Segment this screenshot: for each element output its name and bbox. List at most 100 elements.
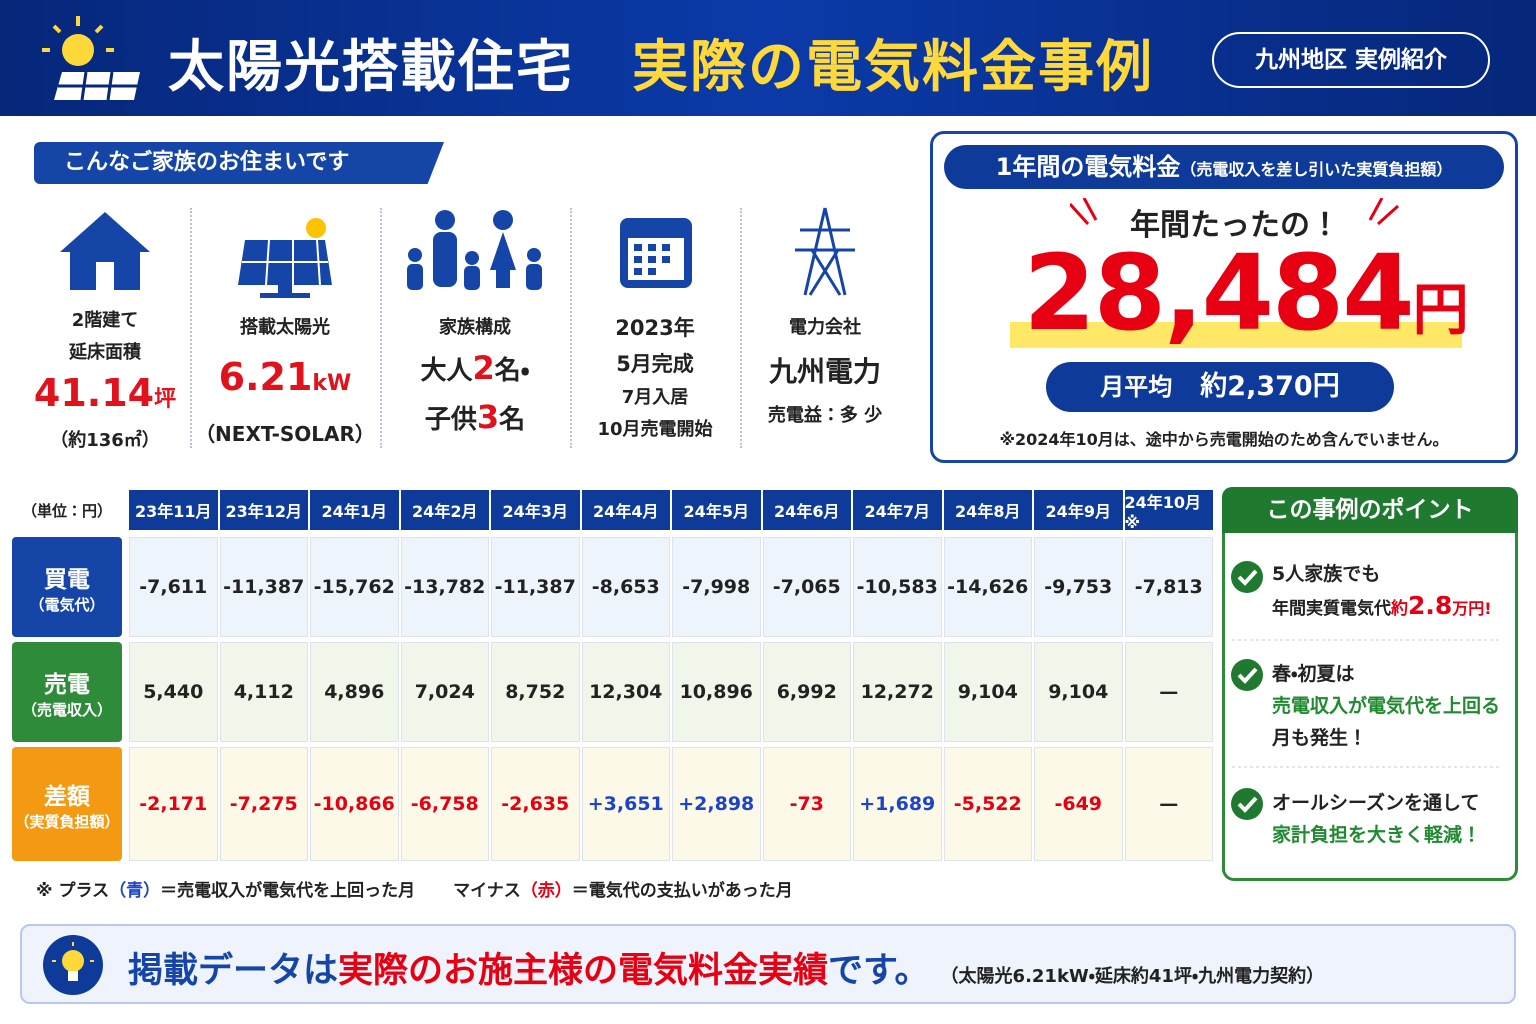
table-cell: -9,753 [1034,537,1123,637]
point-line: 年間実質電気代 [1272,599,1391,619]
table-cell: +2,898 [672,747,761,861]
annual-box [930,131,1518,463]
point-unit: 万円! [1452,599,1492,618]
column-header: 23年12月 [219,490,308,530]
table-cell: +1,689 [853,747,942,861]
row-label: 差額 [44,783,90,810]
adults: 2 [472,349,495,387]
annual-note: ※2024年10月は、途中から売電開始のため含んでいません。 [999,430,1449,449]
table-cell: 6,992 [762,642,851,742]
family-item: 電力会社 九州電力 売電益：多 少 [735,312,915,432]
table-cell: 12,272 [853,642,942,742]
table-cell: -10,583 [853,537,942,637]
family-item: 搭載太陽光 6.21kW （NEXT-SOLAR） [195,312,375,450]
column-header: 24年3月 [491,490,580,530]
table-cell: -13,782 [400,537,489,637]
table-cell: -649 [1034,747,1123,861]
column-header: 24年6月 [762,490,851,530]
item-label: 10月売電開始 [597,419,713,440]
table-cell: -7,813 [1124,537,1213,637]
column-header: 24年9月 [1034,490,1123,530]
row-label: 買電 [44,566,90,593]
catch-marks [1070,198,1400,226]
divider [380,208,382,448]
banner-part: 実際のお施主様の電気料金実績 [338,951,829,991]
table-cell: +3,651 [581,747,670,861]
legend: ※ プラス（青）＝売電収入が電気代を上回った月 マイナス（赤）＝電気代の支払いがあ… [36,876,793,901]
point: 5人家族でも 年間実質電気代約2.8万円! [1272,558,1492,625]
table-cell: -7,611 [129,537,218,637]
divider [570,208,572,448]
table-cell: 5,440 [129,642,218,742]
legend-text: ＝電気代の支払いがあった月 [571,881,793,901]
point-line: 家計負担を大きく軽減！ [1272,824,1482,846]
row-sublabel: （売電収入） [21,700,112,719]
family-icons [60,207,855,298]
unit-label: （単位：円） [21,501,112,520]
table-cell: -7,065 [762,537,851,637]
row-label: 差額 （実質負担額） [12,747,122,861]
row-sublabel: （実質負担額） [14,812,120,831]
column-header: 24年4月 [581,490,670,530]
table-cell: 10,896 [672,642,761,742]
monthly-value: 約2,370円 [1200,371,1340,402]
column-header: 24年1月 [310,490,399,530]
family-heading: こんなご家族のお住まいです [34,142,444,184]
point: 春・初夏は 売電収入が電気代を上回る 月も発生！ [1272,658,1500,754]
monthly-label: 月平均 [1100,373,1173,401]
item-label: 2階建て [71,310,139,331]
table-cell: 12,304 [581,642,670,742]
item-label: 2023年 [615,316,695,340]
item-label: 7月入居 [621,387,689,408]
column-header: 24年8月 [943,490,1032,530]
item-note: 売電益：多 少 [767,405,883,426]
table-cell: 4,112 [219,642,308,742]
item-note: （約136㎡） [50,430,160,451]
table-cell: -10,866 [310,747,399,861]
banner-note: （太陽光6.21kW・延床約41坪・九州電力契約） [949,966,1325,987]
adults-label: 大人 [420,356,473,386]
children-unit: 名 [499,405,526,435]
point-line: 5人家族でも [1272,563,1381,585]
title: 太陽光搭載住宅 [168,35,574,100]
legend-plus: （青） [109,881,161,901]
point-line: 春・初夏は [1272,663,1355,685]
legend-minus: （赤） [520,881,572,901]
item-value: 6.21 [218,355,313,399]
table-cell: 8,752 [491,642,580,742]
table-cell: 7,024 [400,642,489,742]
annual-unit: 円 [1412,278,1469,343]
legend-text: ＝売電収入が電気代を上回った月 [160,881,416,901]
annual-heading: 1年間の電気料金（売電収入を差し引いた実質負担額） [944,145,1504,189]
children-label: 子供 [424,405,477,435]
highlight [1010,322,1462,348]
bulb-icon [43,935,103,995]
annual-catch: 年間たったの！ [1130,208,1340,243]
monthly-pill: 月平均 約2,370円 [1046,362,1394,412]
point: オールシーズンを通して 家計負担を大きく軽減！ [1272,787,1481,851]
table-cell: -6,758 [400,747,489,861]
table-cell: -11,387 [491,537,580,637]
item-label: 電力会社 [789,317,861,338]
item-unit: kW [312,371,352,396]
divider [190,208,192,448]
children: 3 [476,398,500,436]
item-label: 延床面積 [69,342,141,363]
family-item: 2023年 5月完成 7月入居 10月売電開始 [565,310,745,446]
divider [740,208,742,448]
row-label: 売電 [44,671,90,698]
table-cell: 9,104 [1034,642,1123,742]
family-item: 2階建て 延床面積 41.14坪 （約136㎡） [15,305,195,457]
row-sublabel: （電気代） [29,595,105,614]
annual-title: 1年間の電気料金 [995,153,1181,181]
point-line: 月も発生！ [1272,727,1368,749]
family-item: 家族構成 大人2名・ 子供3名 [385,312,565,442]
table-cell: -8,653 [581,537,670,637]
legend-text: ※ プラス [36,881,110,901]
legend-text: マイナス [453,881,521,901]
table-cell: — [1124,747,1213,861]
table-cell: 4,896 [310,642,399,742]
item-label: 搭載太陽光 [240,317,330,338]
point-approx: 約 [1391,599,1408,619]
